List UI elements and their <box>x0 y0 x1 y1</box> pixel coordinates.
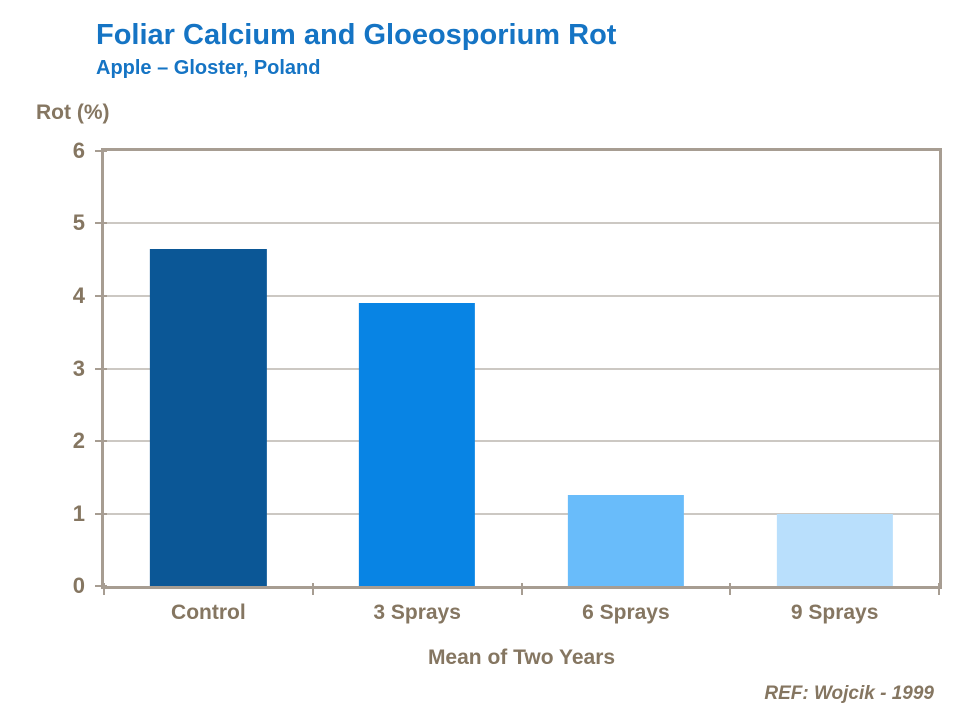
y-tick-label: 4 <box>72 282 85 308</box>
y-tick-label: 3 <box>72 355 85 381</box>
x-tick-mark <box>311 583 314 595</box>
gridline <box>104 367 939 370</box>
y-axis-title: Rot (%) <box>36 101 110 124</box>
y-tick-mark <box>95 222 107 225</box>
y-tick-label: 2 <box>72 427 85 453</box>
chart-title: Foliar Calcium and Gloeosporium Rot <box>96 19 617 51</box>
bar <box>776 513 893 586</box>
chart-subtitle: Apple – Gloster, Poland <box>96 57 321 79</box>
y-tick-mark <box>95 585 107 587</box>
plot-area: 0 1 2 3 4 5 6 Control 3 Sprays 6 Sprays 9 Sprays <box>73 138 942 624</box>
gridline <box>104 512 939 515</box>
y-tick-mark <box>95 512 107 515</box>
x-category-label: 6 Sprays <box>582 601 670 624</box>
bar <box>567 495 685 586</box>
x-tick-mark <box>103 583 105 595</box>
y-tick-label: 5 <box>72 210 85 236</box>
bar <box>358 303 476 586</box>
bar <box>150 248 267 586</box>
y-tick-mark <box>95 150 107 152</box>
x-tick-mark <box>729 583 732 595</box>
x-axis-title: Mean of Two Years <box>427 646 616 669</box>
y-tick-label: 0 <box>72 573 85 598</box>
x-category-label: Control <box>171 601 246 624</box>
y-tick-label: 1 <box>72 500 85 526</box>
y-tick-mark <box>95 439 107 442</box>
reference-note: REF: Wojcik - 1999 <box>764 683 934 704</box>
y-tick-mark <box>95 294 107 297</box>
x-category-label: 9 Sprays <box>790 601 879 624</box>
y-tick-label: 6 <box>72 138 85 163</box>
x-category-label: 3 Sprays <box>373 601 461 624</box>
x-tick-mark <box>520 583 523 595</box>
gridline <box>104 222 939 225</box>
y-tick-mark <box>95 367 107 370</box>
x-tick-mark <box>938 583 940 595</box>
gridline <box>104 439 939 442</box>
gridline <box>104 294 939 297</box>
